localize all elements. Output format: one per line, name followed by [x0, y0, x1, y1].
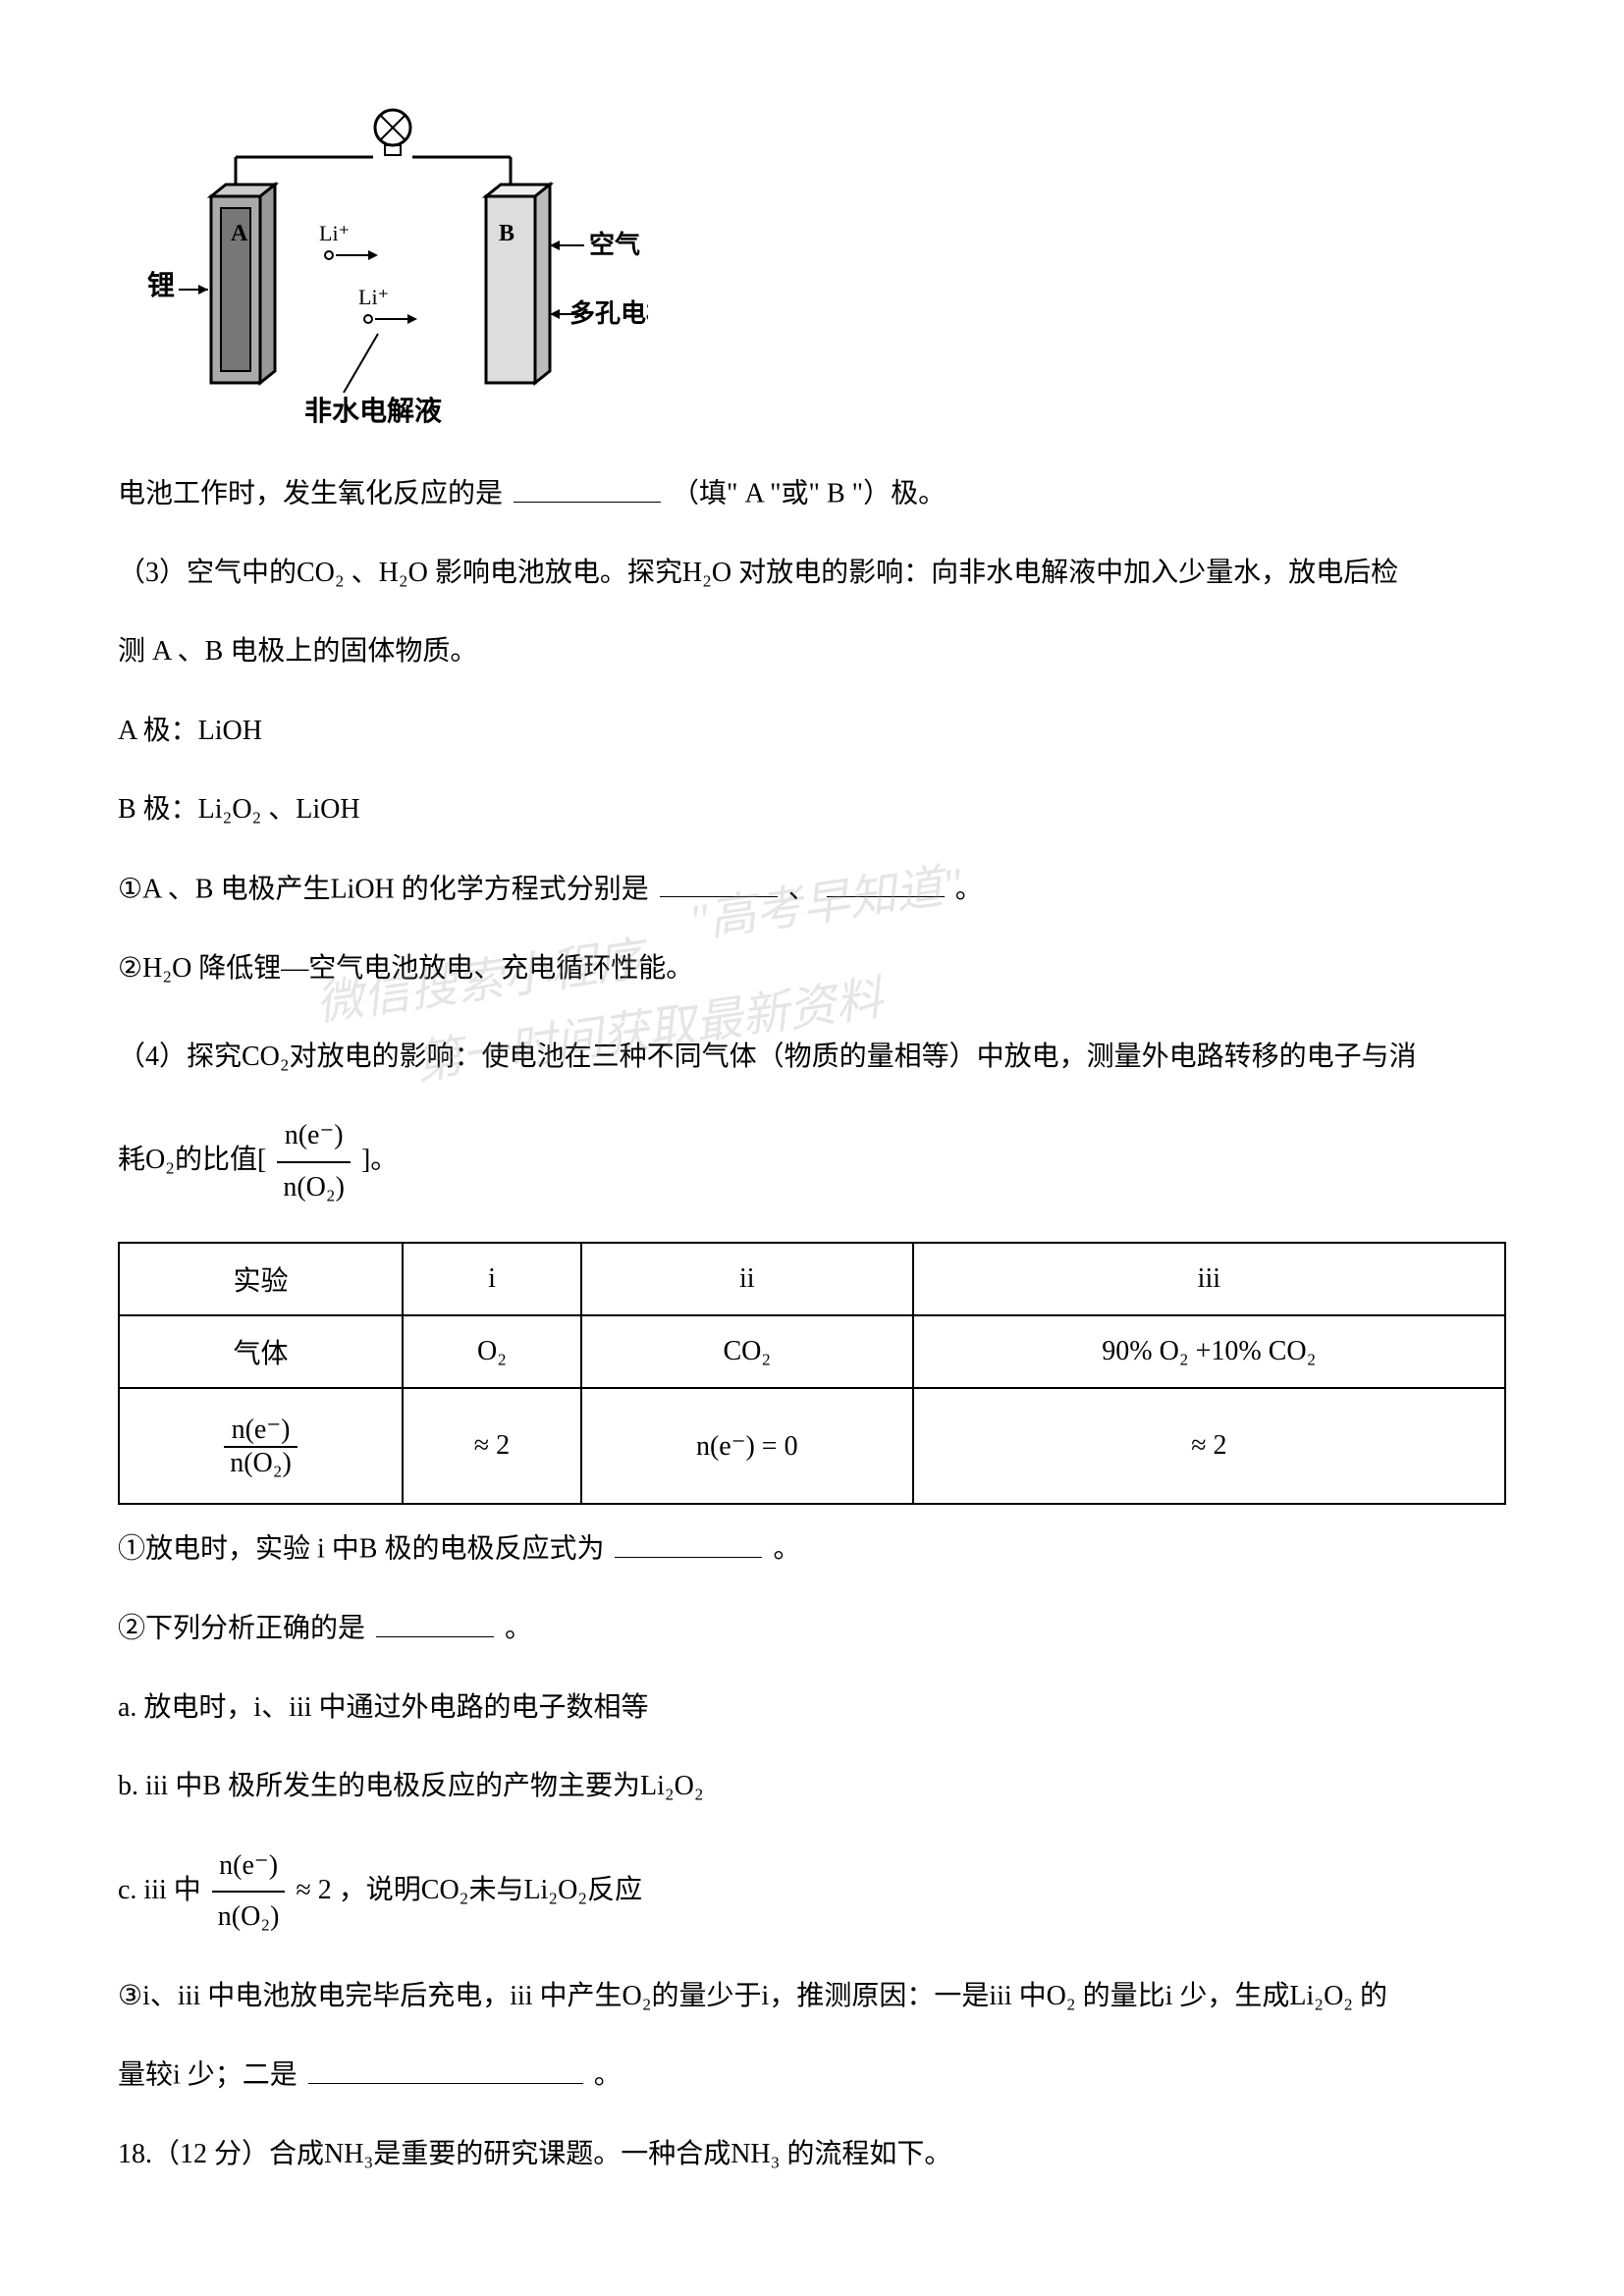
- text: （4）探究CO₂对放电的影响：使电池在三种不同气体（物质的量相等）中放电，测量外…: [118, 1041, 1417, 1072]
- fraction-ratio-table: n(e⁻) n(O₂): [224, 1413, 298, 1479]
- line-option-c: c. iii 中 n(e⁻) n(O₂) ≈ 2 ，说明CO₂未与Li₂O₂反应: [118, 1842, 1506, 1943]
- th-iii: iii: [913, 1243, 1505, 1315]
- text: 电池工作时，发生氧化反应的是: [118, 479, 503, 509]
- td-ratio-label: n(e⁻) n(O₂): [119, 1388, 403, 1504]
- table-gas-row: 气体 O₂ CO₂ 90% O₂ +10% CO₂: [119, 1315, 1505, 1388]
- line-electrode-a: A 极：LiOH: [118, 707, 1506, 756]
- text: ≈ 2 ，说明CO₂未与Li₂O₂反应: [296, 1875, 642, 1905]
- text: 量较i 少；二是: [118, 2060, 298, 2091]
- text: a. 放电时，i、iii 中通过外电路的电子数相等: [118, 1692, 649, 1723]
- text: ②H₂O 降低锂—空气电池放电、充电循环性能。: [118, 953, 693, 984]
- td-gas-ii: CO₂: [581, 1315, 913, 1388]
- line-q18: 18.（12 分）合成NH₃是重要的研究课题。一种合成NH₃ 的流程如下。: [118, 2130, 1506, 2179]
- td-ratio-iii: ≈ 2: [913, 1388, 1505, 1504]
- text: ③i、iii 中电池放电完毕后充电，iii 中产生O₂的量少于i，推测原因：一是…: [118, 1981, 1387, 2011]
- svg-text:Li⁺: Li⁺: [358, 285, 389, 309]
- text: （3）空气中的CO₂ 、H₂O 影响电池放电。探究H₂O 对放电的影响：向非水电…: [118, 558, 1398, 588]
- line-q3-intro2: 测 A 、B 电极上的固体物质。: [118, 627, 1506, 676]
- blank-electrode: [514, 469, 661, 503]
- text: b. iii 中B 极所发生的电极反应的产物主要为Li₂O₂: [118, 1771, 704, 1801]
- th-i: i: [403, 1243, 581, 1315]
- fraction-option-c: n(e⁻) n(O₂): [212, 1842, 286, 1943]
- text: 。: [955, 874, 983, 904]
- text: 18.（12 分）合成NH₃是重要的研究课题。一种合成NH₃ 的流程如下。: [118, 2139, 951, 2169]
- line-electrode-b: B 极：Li₂O₂ 、LiOH: [118, 785, 1506, 834]
- line-q4-3a: ③i、iii 中电池放电完毕后充电，iii 中产生O₂的量少于i，推测原因：一是…: [118, 1972, 1506, 2021]
- line-q4-3b: 量较i 少；二是 。: [118, 2051, 1506, 2101]
- td-gas-i: O₂: [403, 1315, 581, 1388]
- svg-text:B: B: [499, 221, 514, 246]
- line-q3-1: ①A 、B 电极产生LiOH 的化学方程式分别是 、 。: [118, 865, 1506, 915]
- td-gas-label: 气体: [119, 1315, 403, 1388]
- line-oxidation: 电池工作时，发生氧化反应的是 （填" A "或" B "）极。: [118, 469, 1506, 519]
- svg-text:A: A: [231, 221, 248, 246]
- fraction-ratio: n(e⁻) n(O₂): [277, 1111, 351, 1212]
- battery-diagram-container: A B Li⁺ Li⁺ 锂 空气 多孔电极 非水电解液: [137, 98, 1506, 440]
- text: ]。: [361, 1145, 398, 1175]
- text: 测 A 、B 电极上的固体物质。: [118, 636, 477, 667]
- fraction-den: n(O₂): [224, 1448, 298, 1479]
- fraction-den: n(O₂): [212, 1893, 286, 1942]
- svg-text:非水电解液: 非水电解液: [304, 396, 442, 427]
- text: 。: [773, 1534, 800, 1565]
- th-ii: ii: [581, 1243, 913, 1315]
- table-header-row: 实验 i ii iii: [119, 1243, 1505, 1315]
- text: （填" A "或" B "）极。: [672, 479, 946, 509]
- label-lithium: 锂: [147, 270, 175, 301]
- text: ①A 、B 电极产生LiOH 的化学方程式分别是: [118, 874, 649, 904]
- line-q4-1: ①放电时，实验 i 中B 极的电极反应式为 。: [118, 1524, 1506, 1575]
- td-gas-iii: 90% O₂ +10% CO₂: [913, 1315, 1505, 1388]
- line-option-a: a. 放电时，i、iii 中通过外电路的电子数相等: [118, 1683, 1506, 1733]
- blank-eq1: [660, 865, 778, 898]
- text: 。: [505, 1614, 532, 1644]
- line-q4-2: ②下列分析正确的是 。: [118, 1604, 1506, 1654]
- blank-electrode-reaction: [615, 1524, 762, 1558]
- text: 耗O₂的比值[: [118, 1145, 266, 1175]
- svg-text:Li⁺: Li⁺: [319, 221, 350, 245]
- fraction-num: n(e⁻): [277, 1111, 351, 1162]
- fraction-den: n(O₂): [277, 1163, 351, 1212]
- td-ratio-i: ≈ 2: [403, 1388, 581, 1504]
- svg-text:空气: 空气: [589, 230, 640, 259]
- td-ratio-ii: n(e⁻) = 0: [581, 1388, 913, 1504]
- th-experiment: 实验: [119, 1243, 403, 1315]
- text: c. iii 中: [118, 1875, 201, 1905]
- fraction-num: n(e⁻): [224, 1413, 298, 1448]
- experiment-table: 实验 i ii iii 气体 O₂ CO₂ 90% O₂ +10% CO₂ n(…: [118, 1242, 1506, 1505]
- text: B 极：Li₂O₂ 、LiOH: [118, 794, 360, 825]
- text: 。: [594, 2060, 622, 2091]
- line-option-b: b. iii 中B 极所发生的电极反应的产物主要为Li₂O₂: [118, 1762, 1506, 1811]
- svg-text:多孔电极: 多孔电极: [569, 299, 648, 328]
- line-q4-intro: （4）探究CO₂对放电的影响：使电池在三种不同气体（物质的量相等）中放电，测量外…: [118, 1033, 1506, 1082]
- text: ②下列分析正确的是: [118, 1614, 365, 1644]
- line-q3-intro: （3）空气中的CO₂ 、H₂O 影响电池放电。探究H₂O 对放电的影响：向非水电…: [118, 549, 1506, 598]
- table-ratio-row: n(e⁻) n(O₂) ≈ 2 n(e⁻) = 0 ≈ 2: [119, 1388, 1505, 1504]
- text: A 极：LiOH: [118, 716, 262, 746]
- blank-eq2: [827, 865, 945, 898]
- text: 、: [788, 874, 816, 904]
- line-q4-ratio: 耗O₂的比值[ n(e⁻) n(O₂) ]。: [118, 1111, 1506, 1212]
- line-q3-2: ②H₂O 降低锂—空气电池放电、充电循环性能。: [118, 944, 1506, 993]
- fraction-num: n(e⁻): [212, 1842, 286, 1893]
- text: ①放电时，实验 i 中B 极的电极反应式为: [118, 1534, 604, 1565]
- blank-reason: [308, 2051, 583, 2084]
- battery-diagram: A B Li⁺ Li⁺ 锂 空气 多孔电极 非水电解液: [137, 98, 648, 432]
- blank-correct-analysis: [376, 1604, 494, 1637]
